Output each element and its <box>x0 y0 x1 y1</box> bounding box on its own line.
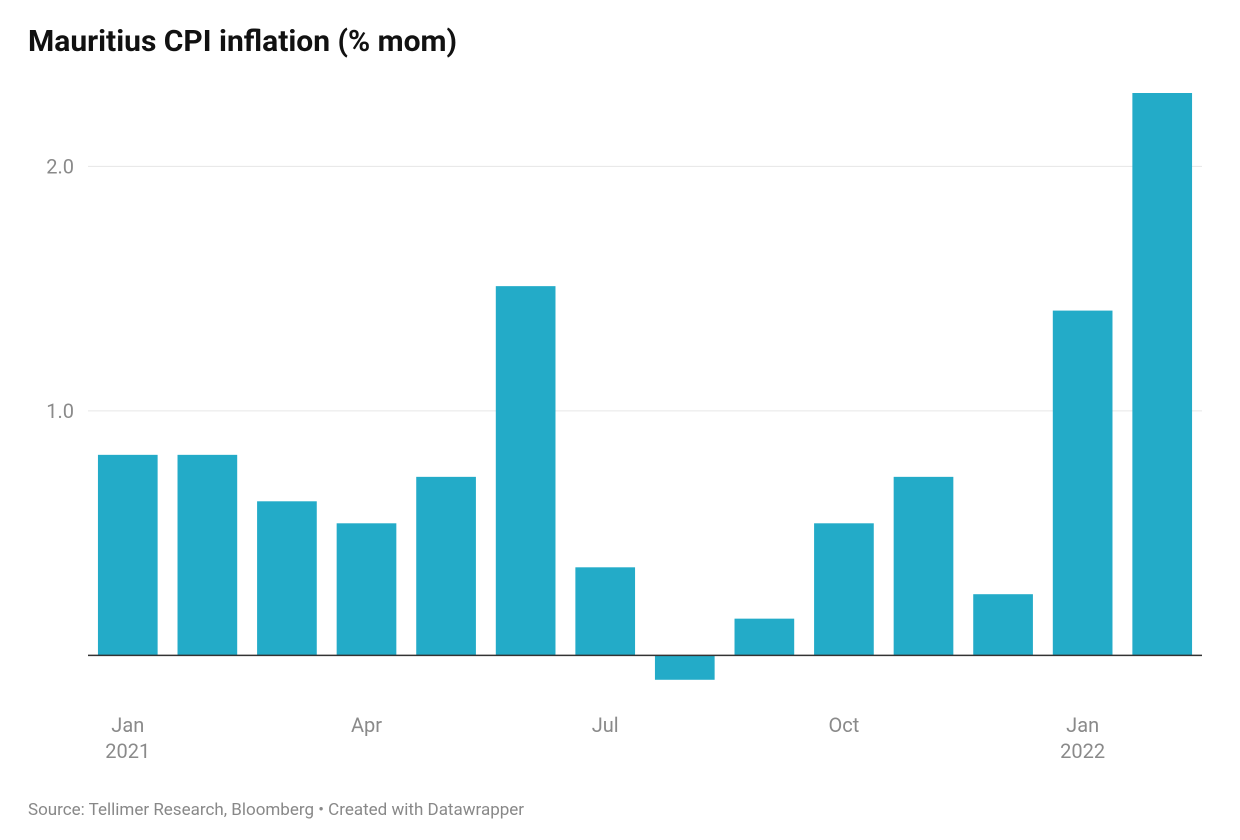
bar <box>416 477 476 655</box>
x-tick-label: Jul <box>592 713 619 737</box>
bar <box>1053 311 1113 656</box>
bar <box>575 567 635 655</box>
chart-area: 1.02.0Jan2021AprJulOctJan2022 <box>28 83 1212 792</box>
bar <box>894 477 954 655</box>
bar <box>814 523 874 655</box>
bar <box>257 501 317 655</box>
chart-title: Mauritius CPI inflation (% mom) <box>28 24 1212 59</box>
x-tick-label: 2022 <box>1060 739 1105 763</box>
x-tick-label: Jan <box>1066 713 1099 737</box>
bar <box>735 619 795 656</box>
bar-chart: 1.02.0Jan2021AprJulOctJan2022 <box>28 83 1212 792</box>
bar <box>655 655 715 679</box>
y-tick-label: 1.0 <box>46 399 74 423</box>
bar <box>1132 93 1192 655</box>
bar <box>496 286 556 655</box>
x-tick-label: 2021 <box>105 739 150 763</box>
x-tick-label: Oct <box>829 713 860 737</box>
bar <box>178 455 238 655</box>
y-tick-label: 2.0 <box>46 154 74 178</box>
chart-footer: Source: Tellimer Research, Bloomberg • C… <box>28 800 1212 820</box>
bar <box>98 455 158 655</box>
bar <box>973 594 1033 655</box>
x-tick-label: Jan <box>111 713 144 737</box>
x-tick-label: Apr <box>351 713 382 737</box>
bar <box>337 523 397 655</box>
